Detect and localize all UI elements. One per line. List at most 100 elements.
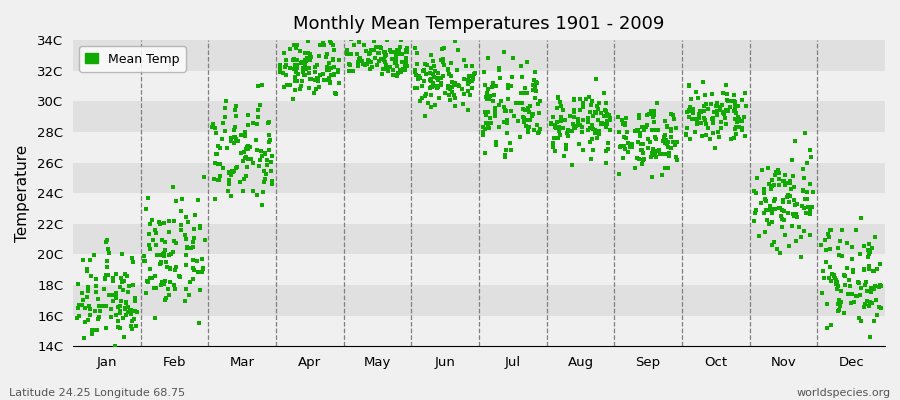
Point — [423, 77, 437, 83]
Point — [868, 283, 882, 290]
Point — [295, 78, 310, 84]
Point — [500, 96, 515, 102]
Point — [649, 136, 663, 142]
Point — [691, 95, 706, 101]
Point — [153, 221, 167, 228]
Point — [862, 249, 877, 256]
Point — [864, 288, 878, 295]
Point — [437, 44, 452, 51]
Point — [111, 324, 125, 330]
Point — [488, 109, 502, 116]
Point — [852, 251, 867, 258]
Point — [128, 308, 142, 314]
Point — [717, 115, 732, 122]
Point — [688, 129, 702, 136]
Point — [732, 116, 746, 122]
Point — [526, 87, 540, 93]
Point — [327, 71, 341, 77]
Point — [461, 107, 475, 113]
Point — [289, 68, 303, 75]
Point — [782, 180, 796, 186]
Point — [293, 60, 308, 66]
Bar — [73, 193, 885, 224]
Point — [215, 136, 230, 142]
Point — [351, 59, 365, 66]
Point — [461, 80, 475, 87]
Point — [668, 142, 682, 148]
Y-axis label: Temperature: Temperature — [15, 144, 30, 242]
Point — [866, 268, 880, 275]
Point — [124, 311, 139, 318]
Point — [208, 160, 222, 166]
Point — [449, 67, 464, 74]
Point — [817, 237, 832, 243]
Point — [729, 130, 743, 137]
Point — [713, 104, 727, 110]
Point — [653, 150, 668, 157]
Point — [345, 34, 359, 41]
Point — [785, 157, 799, 164]
Point — [92, 314, 106, 320]
Point — [706, 130, 720, 136]
Point — [568, 125, 582, 131]
Point — [634, 140, 648, 147]
Point — [279, 62, 293, 68]
Point — [828, 281, 842, 287]
Point — [661, 138, 675, 145]
Point — [616, 121, 631, 127]
Point — [850, 293, 864, 300]
Point — [526, 82, 541, 88]
Point — [287, 77, 302, 84]
Point — [410, 61, 425, 68]
Point — [265, 181, 279, 187]
Point — [312, 53, 327, 60]
Point — [661, 140, 675, 147]
Point — [467, 71, 482, 78]
Point — [80, 288, 94, 294]
Point — [101, 245, 115, 252]
Point — [664, 144, 679, 151]
Point — [105, 275, 120, 282]
Point — [426, 82, 440, 89]
Point — [400, 49, 415, 55]
Point — [380, 35, 394, 41]
Point — [208, 125, 222, 131]
Point — [790, 200, 805, 207]
Point — [299, 66, 313, 72]
Point — [552, 128, 566, 134]
Bar — [73, 316, 885, 346]
Point — [571, 120, 585, 126]
Point — [434, 80, 448, 86]
Point — [224, 193, 238, 200]
Point — [462, 72, 476, 79]
Point — [93, 308, 107, 314]
Point — [591, 129, 606, 135]
Point — [667, 115, 681, 122]
Point — [599, 120, 614, 127]
Point — [76, 257, 90, 263]
Point — [787, 184, 801, 190]
Point — [585, 98, 599, 104]
Point — [280, 82, 294, 88]
Point — [444, 60, 458, 66]
Point — [106, 278, 121, 284]
Point — [771, 182, 786, 188]
Point — [851, 278, 866, 285]
Point — [525, 113, 539, 120]
Point — [561, 133, 575, 139]
Point — [70, 281, 85, 287]
Point — [423, 85, 437, 92]
Point — [162, 266, 176, 272]
Point — [417, 66, 431, 73]
Point — [158, 278, 173, 284]
Point — [352, 58, 366, 64]
Point — [616, 154, 630, 161]
Point — [532, 128, 546, 135]
Point — [391, 48, 405, 54]
Point — [243, 143, 257, 150]
Point — [295, 69, 310, 76]
Point — [392, 47, 407, 54]
Point — [717, 111, 732, 117]
Point — [152, 219, 166, 226]
Point — [869, 312, 884, 318]
